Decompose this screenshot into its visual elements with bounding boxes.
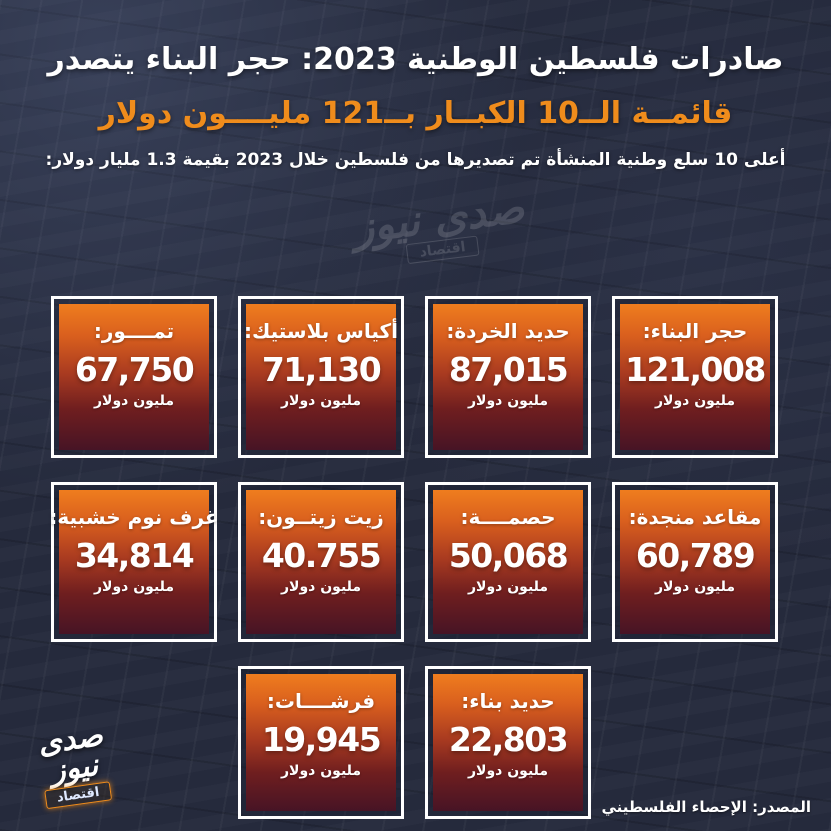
card-unit: مليون دولار (654, 579, 736, 596)
header: صادرات فلسطين الوطنية 2023: حجر البناء ي… (0, 40, 831, 170)
page-title-line2: قائمــة الــ10 الكبــار بــ121 مليــــون… (98, 95, 733, 131)
card-gradient-panel: حصمــــة: 50,068 مليون دولار (433, 490, 583, 634)
card-value: 71,130 (261, 350, 382, 389)
card-unit: مليون دولار (280, 579, 362, 596)
logo-brand-text: صدى نيوز (35, 717, 105, 789)
card-unit: مليون دولار (467, 393, 549, 410)
card-gradient-panel: زيت زيتــون: 40.755 مليون دولار (246, 490, 396, 634)
export-card-plastic-bags: أكياس بلاستيك: 71,130 مليون دولار (238, 296, 404, 458)
export-card-construction-steel: حديد بناء: 22,803 مليون دولار (425, 666, 591, 819)
card-label: حديد بناء: (461, 689, 555, 713)
card-label: حديد الخردة: (446, 319, 570, 343)
page-subtitle: أعلى 10 سلع وطنية المنشأة تم تصديرها من … (45, 150, 786, 170)
card-unit: مليون دولار (280, 763, 362, 780)
export-card-scrap-iron: حديد الخردة: 87,015 مليون دولار (425, 296, 591, 458)
card-gradient-panel: حديد بناء: 22,803 مليون دولار (433, 674, 583, 811)
card-gradient-panel: تمــــور: 67,750 مليون دولار (59, 304, 209, 450)
export-card-dates: تمــــور: 67,750 مليون دولار (51, 296, 217, 458)
card-value: 40.755 (261, 536, 382, 575)
export-cards-grid: حجر البناء: 121,008 مليون دولار حديد الخ… (49, 296, 778, 819)
source-attribution: المصدر: الإحصاء الفلسطيني (601, 798, 811, 816)
card-value: 22,803 (448, 720, 569, 759)
card-unit: مليون دولار (467, 763, 549, 780)
card-value: 67,750 (74, 350, 195, 389)
card-gradient-panel: حديد الخردة: 87,015 مليون دولار (433, 304, 583, 450)
card-gradient-panel: حجر البناء: 121,008 مليون دولار (620, 304, 770, 450)
card-unit: مليون دولار (280, 393, 362, 410)
card-unit: مليون دولار (93, 393, 175, 410)
export-card-wooden-bedrooms: غرف نوم خشبية: 34,814 مليون دولار (49, 482, 219, 642)
center-watermark: صدى نيوز اقتصاد (349, 183, 531, 271)
card-label: تمــــور: (93, 319, 175, 343)
card-value: 121,008 (625, 350, 766, 389)
card-value: 87,015 (448, 350, 569, 389)
card-label: حصمــــة: (460, 505, 556, 529)
export-card-upholstered-seats: مقاعد منجدة: 60,789 مليون دولار (612, 482, 778, 642)
card-unit: مليون دولار (93, 579, 175, 596)
card-value: 50,068 (448, 536, 569, 575)
card-gradient-panel: مقاعد منجدة: 60,789 مليون دولار (620, 490, 770, 634)
card-label: حجر البناء: (642, 319, 748, 343)
card-unit: مليون دولار (654, 393, 736, 410)
card-label: أكياس بلاستيك: (243, 319, 399, 343)
card-value: 34,814 (74, 536, 195, 575)
card-label: فرشــــات: (266, 689, 376, 713)
card-label: غرف نوم خشبية: (49, 505, 219, 529)
card-label: مقاعد منجدة: (628, 505, 762, 529)
export-card-olive-oil: زيت زيتــون: 40.755 مليون دولار (238, 482, 404, 642)
card-gradient-panel: فرشــــات: 19,945 مليون دولار (246, 674, 396, 811)
card-value: 19,945 (261, 720, 382, 759)
sada-news-logo: صدى نيوز اقتصاد (11, 718, 137, 812)
card-value: 60,789 (635, 536, 756, 575)
card-gradient-panel: غرف نوم خشبية: 34,814 مليون دولار (49, 490, 219, 634)
export-card-gravel: حصمــــة: 50,068 مليون دولار (425, 482, 591, 642)
export-card-mattresses: فرشــــات: 19,945 مليون دولار (238, 666, 404, 819)
export-card-building-stone: حجر البناء: 121,008 مليون دولار (612, 296, 778, 458)
page-title-line1: صادرات فلسطين الوطنية 2023: حجر البناء ي… (47, 42, 784, 77)
card-label: زيت زيتــون: (258, 505, 384, 529)
card-gradient-panel: أكياس بلاستيك: 71,130 مليون دولار (243, 304, 399, 450)
card-unit: مليون دولار (467, 579, 549, 596)
